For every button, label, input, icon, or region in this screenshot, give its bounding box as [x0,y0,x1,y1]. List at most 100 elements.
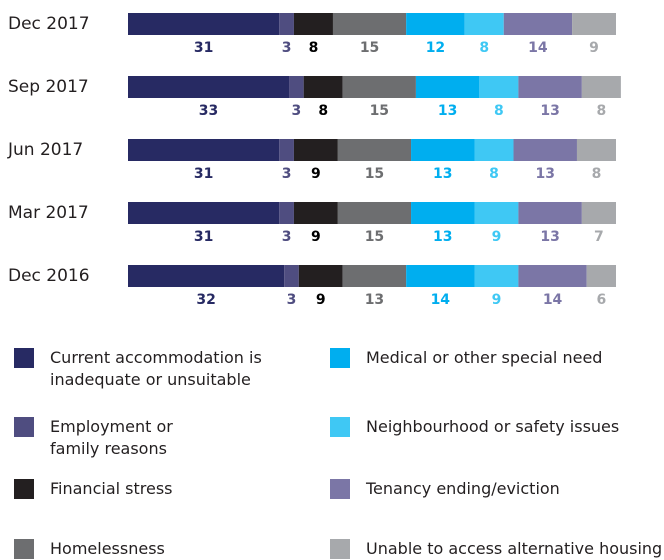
bar-segment [128,265,285,287]
value-label: 31 [194,229,213,245]
value-label: 8 [318,103,328,119]
bar-segment [293,139,338,161]
bar-segment [513,139,577,161]
bar-segment [128,202,280,224]
value-label: 13 [540,229,559,245]
legend-label: Current accommodation is inadequate or u… [50,348,262,389]
value-label: 12 [426,40,445,56]
bar-segment [293,13,333,35]
value-label: 13 [540,103,559,119]
category-label: Sep 2017 [8,77,89,97]
value-label: 33 [199,103,218,119]
bar-segment [342,76,416,98]
value-label: 7 [594,229,604,245]
value-label: 14 [528,40,548,56]
legend-label: Homelessness [50,539,165,558]
legend-label: Medical or other special need [366,348,603,367]
bar-segment [342,265,407,287]
bar-segment [479,76,519,98]
legend-item: Employment or family reasons [14,416,220,460]
bar-segment [279,202,294,224]
bar-segment [128,13,280,35]
value-label: 9 [316,292,326,308]
bar-segment [503,13,573,35]
legend-item: Homelessness [14,538,165,560]
category-label: Dec 2016 [8,266,90,286]
legend-item: Neighbourhood or safety issues [330,416,619,438]
bar-segment [586,265,616,287]
bar-segment [406,265,475,287]
value-label: 9 [492,229,502,245]
legend-label: Unable to access alternative housing [366,539,663,558]
value-label: 15 [365,229,384,245]
bar-segment [293,202,338,224]
value-label: 13 [365,292,384,308]
value-label: 8 [494,103,504,119]
legend-label: Neighbourhood or safety issues [366,417,620,436]
value-label: 8 [489,166,499,182]
category-label: Mar 2017 [8,203,89,223]
value-label: 8 [309,40,319,56]
legend-item: Current accommodation is inadequate or u… [14,347,290,391]
category-label: Dec 2017 [8,14,90,34]
value-label: 13 [433,166,452,182]
value-label: 8 [596,103,606,119]
bar-segment [474,202,519,224]
value-label: 31 [194,40,213,56]
value-label: 15 [365,166,384,182]
value-label: 13 [535,166,554,182]
value-label: 3 [282,166,292,182]
value-label: 14 [431,292,451,308]
bar-segment [332,13,407,35]
bar-segment [581,76,621,98]
bar-segment [518,265,587,287]
bar-segment [128,76,290,98]
legend-label: Financial stress [50,479,173,498]
bar-segment [284,265,299,287]
value-label: 3 [291,103,301,119]
value-label: 8 [592,166,602,182]
bar-segment [128,139,280,161]
value-label: 9 [589,40,599,56]
value-label: 13 [433,229,452,245]
legend-swatch [14,417,34,437]
value-label: 31 [194,166,213,182]
bar-segment [279,139,294,161]
legend-swatch [14,348,34,368]
legend-label: Tenancy ending/eviction [366,479,560,498]
bar-segment [415,76,480,98]
bar-segment [337,139,412,161]
bar-segment [289,76,304,98]
bar-segment [464,13,504,35]
value-label: 13 [438,103,457,119]
legend-swatch [14,539,34,559]
value-label: 3 [282,40,292,56]
bar-segment [576,139,616,161]
value-label: 6 [596,292,606,308]
value-label: 9 [311,229,321,245]
value-label: 14 [543,292,563,308]
legend-item: Unable to access alternative housing [330,538,662,560]
bar-segment [474,265,519,287]
bar-segment [279,13,294,35]
bar-segment [581,202,616,224]
bar-segment [406,13,465,35]
value-label: 9 [492,292,502,308]
legend-swatch [330,348,350,368]
value-label: 3 [287,292,297,308]
legend-swatch [14,479,34,499]
legend-swatch [330,479,350,499]
legend-swatch [330,417,350,437]
bar-segment [411,139,475,161]
bar-segment [411,202,475,224]
value-label: 3 [282,229,292,245]
category-label: Jun 2017 [7,140,83,160]
value-label: 8 [479,40,489,56]
bar-segment [518,76,582,98]
bar-segment [518,202,582,224]
value-label: 15 [370,103,389,119]
bar-segment [337,202,412,224]
legend-item: Tenancy ending/eviction [330,478,560,500]
